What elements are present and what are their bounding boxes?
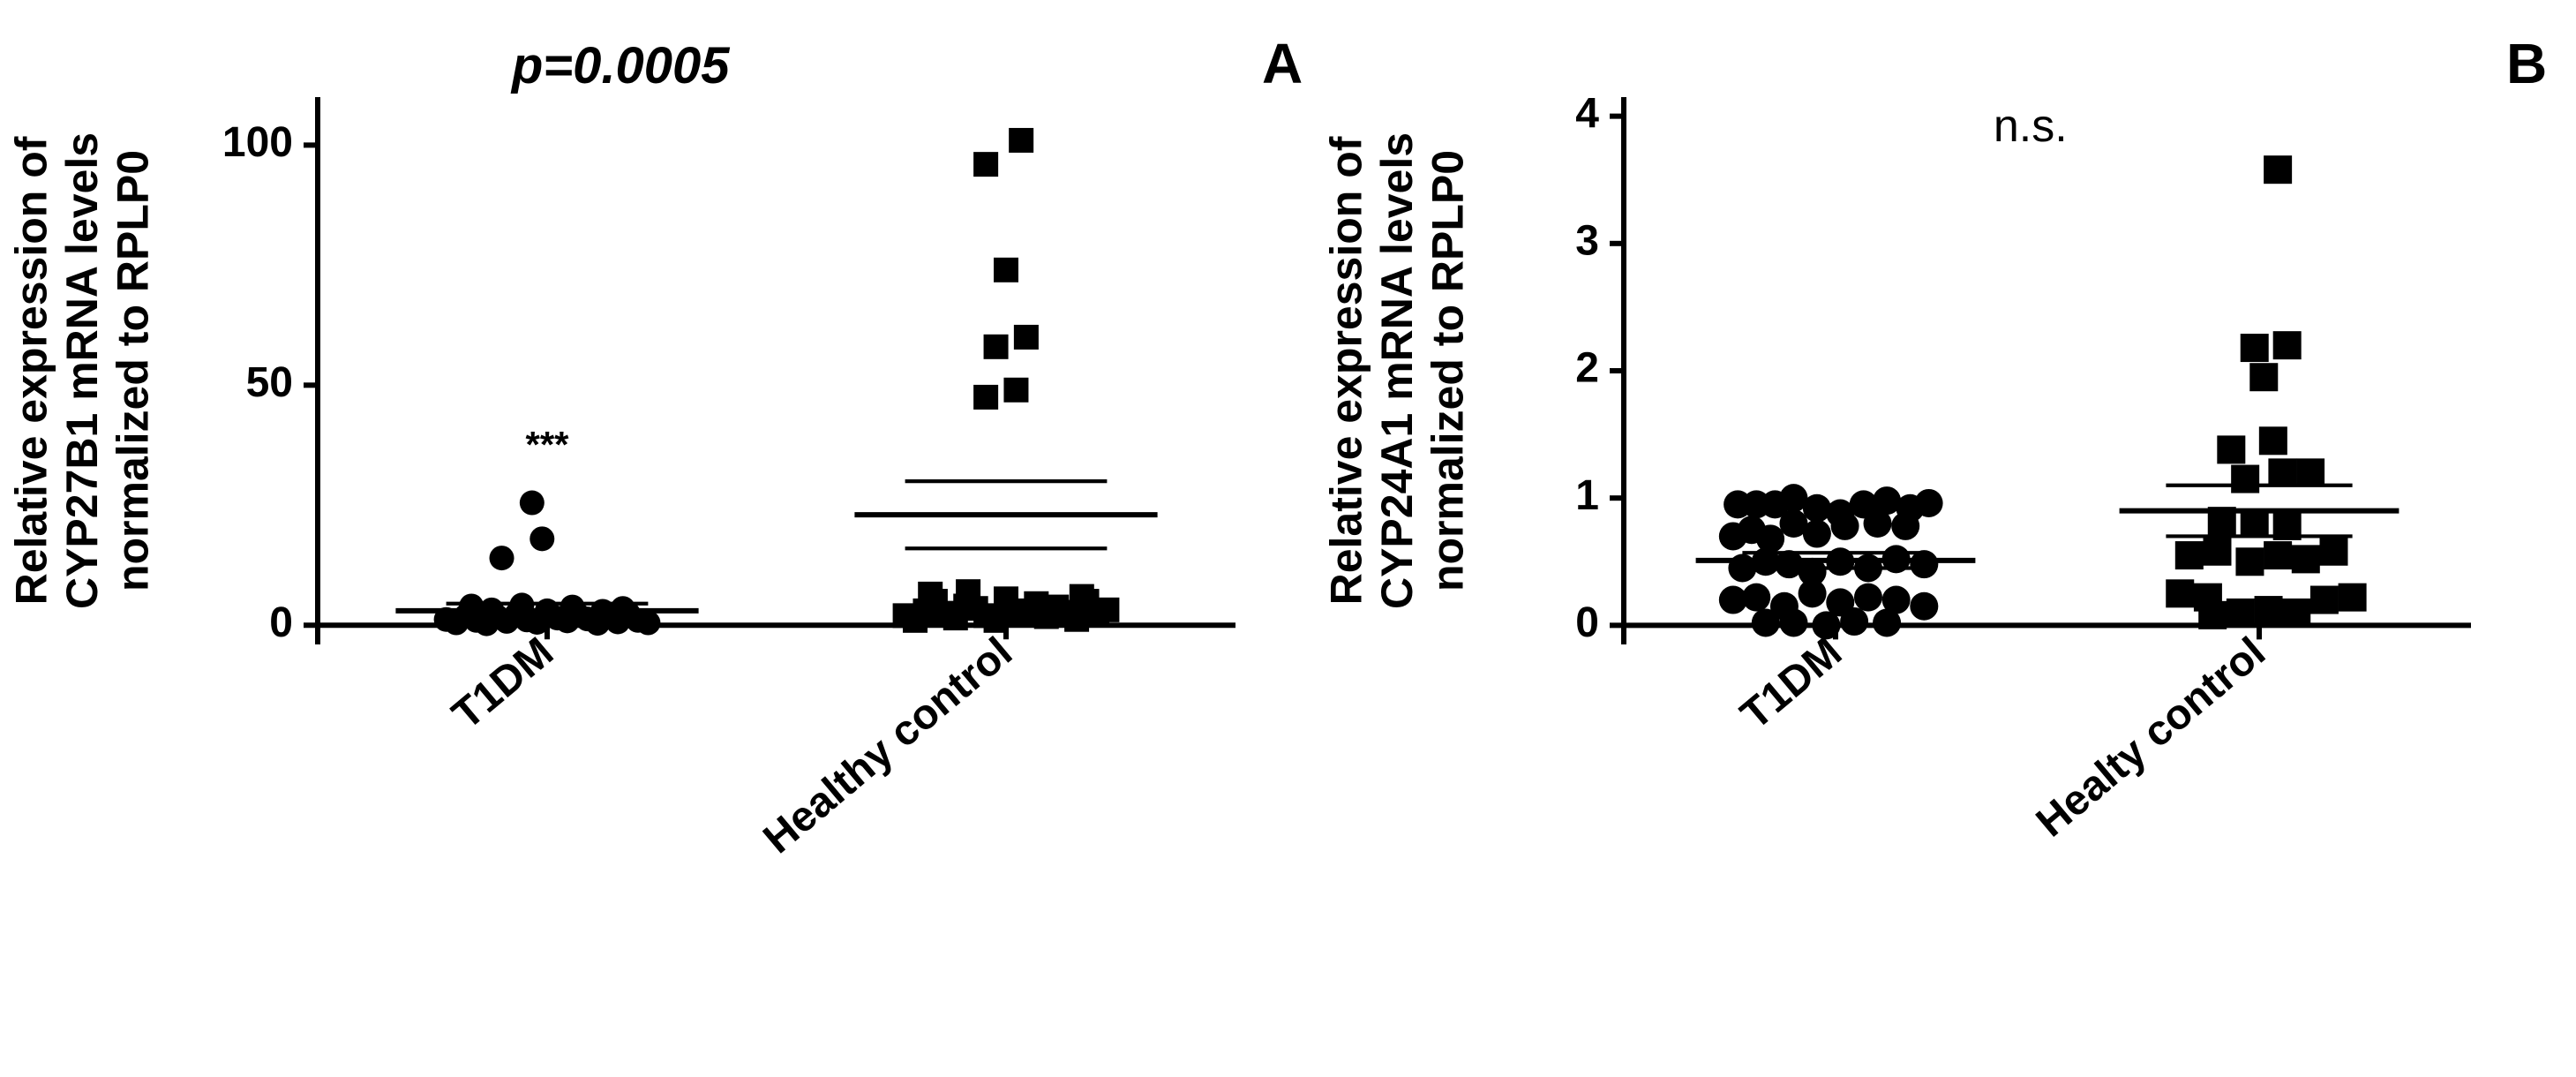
panel-B-svg: 0 1 2 3 4 T1DM Healty control Relative expressi… [1324, 0, 2576, 1077]
data-point-square [1094, 598, 1119, 622]
ytick-label: 1 [1575, 472, 1599, 519]
data-point-circle [1812, 611, 1840, 639]
data-point-circle [1840, 607, 1868, 636]
panel-letter-B: B [2506, 32, 2547, 95]
data-point-square [2235, 547, 2264, 576]
data-point-square [2203, 538, 2231, 566]
data-point-square [2255, 596, 2283, 624]
data-point-circle [1873, 608, 1901, 636]
data-point-circle [1910, 592, 1938, 621]
ytick-label: 50 [246, 359, 293, 406]
data-point-square [2310, 586, 2339, 614]
ylabel-line: CYP24A1 mRNA levels [1372, 132, 1422, 609]
data-point-circle [1915, 489, 1943, 517]
data-point-circle [1799, 579, 1827, 607]
data-point-circle [490, 546, 514, 570]
ytick-label: 3 [1575, 217, 1599, 264]
panel-letter-A: A [1262, 32, 1303, 95]
panel-A-svg: 0 50 100 T1DM Healthy control Relative expres… [0, 0, 1324, 1077]
panel-A: 0 50 100 T1DM Healthy control Relative expres… [0, 0, 1324, 1077]
data-point-circle [1831, 512, 1859, 540]
data-point-square [2264, 541, 2292, 569]
ytick-label: 0 [269, 599, 293, 646]
data-point-square [2296, 458, 2324, 486]
data-point-circle [1864, 509, 1892, 538]
ytick-label: 100 [222, 119, 293, 166]
data-point-square [2198, 601, 2227, 629]
data-point-square [973, 385, 998, 410]
data-point-square [2217, 435, 2245, 463]
p-value-annotation: p=0.0005 [510, 37, 730, 94]
data-point-square [1014, 325, 1039, 350]
data-point-square [2282, 599, 2310, 627]
data-point-square [1070, 584, 1094, 609]
ylabel-line: CYP27B1 mRNA levels [57, 132, 107, 609]
data-point-square [2241, 334, 2269, 362]
data-point-square [984, 335, 1009, 359]
data-point-square [2227, 599, 2255, 627]
data-point-circle [1779, 608, 1807, 636]
data-point-square [2166, 579, 2194, 607]
ylabel-line: Relative expression of [1324, 136, 1371, 605]
data-point-square [973, 152, 998, 177]
data-point-square [918, 582, 943, 606]
data-point-square [2231, 465, 2259, 493]
ylabel-line: normalized to RPLP0 [109, 150, 158, 591]
ylabel-group: Relative expression ofCYP24A1 mRNA level… [1324, 132, 1473, 609]
data-point-square [956, 579, 980, 604]
data-point-square [994, 258, 1018, 282]
data-point-square [2273, 331, 2302, 359]
data-point-square [2249, 363, 2278, 391]
ytick-label: 0 [1575, 599, 1599, 646]
xcat-label: T1DM [444, 629, 562, 739]
data-point-square [2339, 584, 2367, 612]
data-point-circle [1891, 512, 1919, 540]
data-point-square [2259, 426, 2287, 455]
data-point-circle [529, 526, 554, 551]
data-point-square [2292, 545, 2320, 573]
data-point-square [2241, 509, 2269, 538]
ytick-label: 2 [1575, 345, 1599, 392]
data-point-square [2319, 538, 2347, 566]
data-point-circle [1854, 584, 1882, 612]
ytick-label: 4 [1575, 90, 1599, 137]
ylabel-line: Relative expression of [7, 136, 56, 605]
xcat-label: Healthy control [755, 629, 1021, 862]
data-point-circle [1803, 520, 1831, 548]
data-point-circle [560, 595, 585, 620]
figure-root: 0 50 100 T1DM Healthy control Relative expres… [0, 0, 2576, 1077]
data-point-square [1003, 378, 1028, 403]
data-point-square [2268, 458, 2296, 486]
xcat-label: Healty control [2028, 629, 2274, 846]
data-point-square [2264, 155, 2292, 184]
ylabel-group: Relative expression ofCYP27B1 mRNA level… [7, 132, 158, 609]
xcat-label: T1DM [1732, 629, 1851, 739]
panel-B: 0 1 2 3 4 T1DM Healty control Relative expressi… [1324, 0, 2576, 1077]
data-point-square [1009, 128, 1033, 153]
ylabel-line: normalized to RPLP0 [1423, 150, 1473, 591]
significance-stars: *** [525, 424, 569, 465]
ns-annotation: n.s. [1994, 101, 2068, 152]
data-point-circle [1742, 584, 1770, 612]
data-point-circle [1752, 608, 1780, 636]
data-point-circle [635, 611, 660, 636]
data-point-square [2175, 541, 2204, 569]
data-point-circle [520, 491, 544, 516]
data-point-circle [1803, 494, 1831, 523]
